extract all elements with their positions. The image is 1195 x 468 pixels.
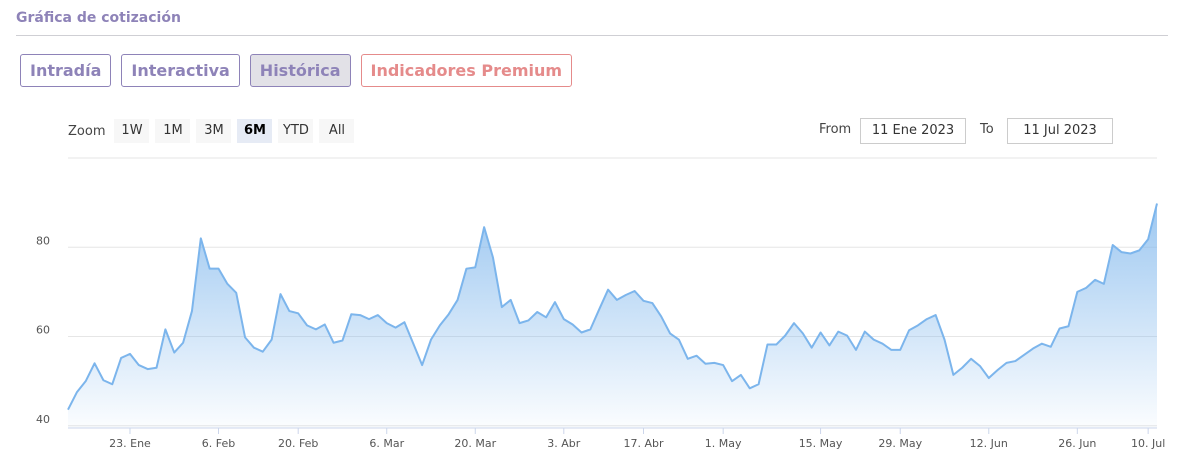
x-tick-label: 6. Feb xyxy=(202,437,235,450)
y-tick-label: 60 xyxy=(36,324,50,337)
header-title: Gráfica de cotización xyxy=(16,10,181,26)
zoom-button[interactable]: 3M xyxy=(196,119,232,143)
to-input[interactable]: 11 Jul 2023 xyxy=(1007,118,1113,144)
to-label: To xyxy=(980,122,994,137)
zoom-bar: Zoom 1W 1M 3M 6M YTD All xyxy=(68,119,355,143)
y-tick-label: 40 xyxy=(36,413,50,426)
divider xyxy=(16,35,1168,36)
x-tick-label: 1. May xyxy=(705,437,742,450)
tabs: Intradía Interactiva Histórica Indicadores … xyxy=(20,54,573,87)
x-tick-label: 10. Jul xyxy=(1131,437,1165,450)
zoom-button[interactable]: 6M xyxy=(237,119,273,143)
x-tick-label: 23. Ene xyxy=(109,437,151,450)
tab-button[interactable]: Intradía xyxy=(20,54,112,87)
from-input[interactable]: 11 Ene 2023 xyxy=(860,118,966,144)
x-tick-label: 17. Abr xyxy=(623,437,663,450)
x-tick-label: 12. Jun xyxy=(970,437,1008,450)
x-tick-label: 20. Mar xyxy=(454,437,496,450)
zoom-button[interactable]: 1M xyxy=(155,119,191,143)
from-label: From xyxy=(819,122,852,137)
y-tick-label: 80 xyxy=(36,234,50,247)
x-tick-label: 15. May xyxy=(799,437,843,450)
line xyxy=(67,203,1158,411)
x-tick-label: 20. Feb xyxy=(278,437,318,450)
zoom-button[interactable]: YTD xyxy=(278,119,314,143)
x-tick-label: 3. Abr xyxy=(547,437,580,450)
x-tick-label: 26. Jun xyxy=(1058,437,1096,450)
area xyxy=(68,203,1157,428)
tab-button[interactable]: Indicadores Premium xyxy=(360,54,573,87)
x-tick-label: 6. Mar xyxy=(369,437,404,450)
tab-button[interactable]: Histórica xyxy=(249,54,351,87)
zoom-button[interactable]: 1W xyxy=(114,119,150,143)
zoom-button[interactable]: All xyxy=(319,119,355,143)
x-tick-label: 29. May xyxy=(878,437,922,450)
tab-button[interactable]: Interactiva xyxy=(121,54,240,87)
zoom-label: Zoom xyxy=(68,123,106,139)
